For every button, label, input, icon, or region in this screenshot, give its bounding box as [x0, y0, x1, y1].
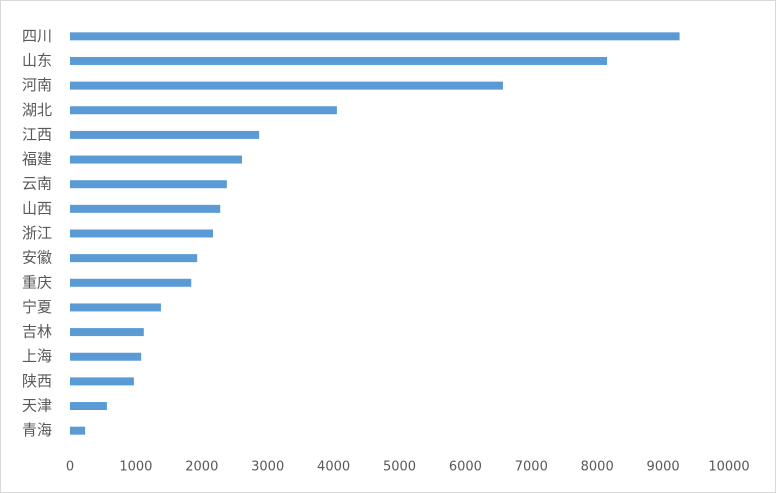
y-tick-label: 福建	[22, 150, 52, 168]
x-tick-label: 6000	[449, 460, 482, 475]
x-tick-label: 2000	[185, 460, 218, 475]
bar	[70, 106, 337, 115]
y-tick-label: 江西	[22, 125, 52, 143]
bar	[70, 180, 227, 189]
bar	[70, 155, 242, 164]
bar	[70, 229, 214, 238]
x-tick-label: 7000	[515, 460, 548, 475]
bar	[70, 352, 142, 361]
bar	[70, 278, 192, 287]
bar	[70, 303, 161, 312]
y-tick-label: 湖北	[22, 101, 52, 119]
bar	[70, 81, 503, 90]
bar	[70, 426, 86, 435]
y-tick-label: 青海	[22, 421, 52, 439]
bar	[70, 56, 608, 65]
y-tick-label: 四川	[22, 27, 52, 45]
y-tick-label: 河南	[22, 76, 52, 94]
y-tick-label: 陕西	[22, 372, 52, 390]
x-tick-label: 5000	[383, 460, 416, 475]
bar	[70, 377, 134, 386]
x-tick-label: 0	[66, 460, 74, 475]
bar	[70, 254, 198, 263]
x-tick-label: 1000	[119, 460, 152, 475]
y-tick-label: 重庆	[22, 273, 52, 291]
y-tick-label: 安徽	[22, 249, 52, 267]
x-tick-label: 9000	[647, 460, 680, 475]
bar	[70, 402, 107, 411]
x-tick-label: 10000	[708, 460, 749, 475]
bar	[70, 32, 680, 41]
x-tick-label: 8000	[581, 460, 614, 475]
x-tick-label: 4000	[317, 460, 350, 475]
y-tick-label: 云南	[22, 175, 52, 193]
y-tick-label: 宁夏	[22, 298, 52, 316]
y-tick-label: 浙江	[22, 224, 52, 242]
y-tick-label: 山西	[22, 199, 52, 217]
y-tick-label: 上海	[22, 347, 52, 365]
y-tick-label: 山东	[22, 51, 52, 69]
y-tick-label: 天津	[22, 397, 52, 415]
y-tick-label: 吉林	[22, 323, 52, 341]
x-tick-label: 3000	[251, 460, 284, 475]
bar	[70, 204, 221, 213]
bar	[70, 130, 260, 139]
bar	[70, 328, 144, 337]
